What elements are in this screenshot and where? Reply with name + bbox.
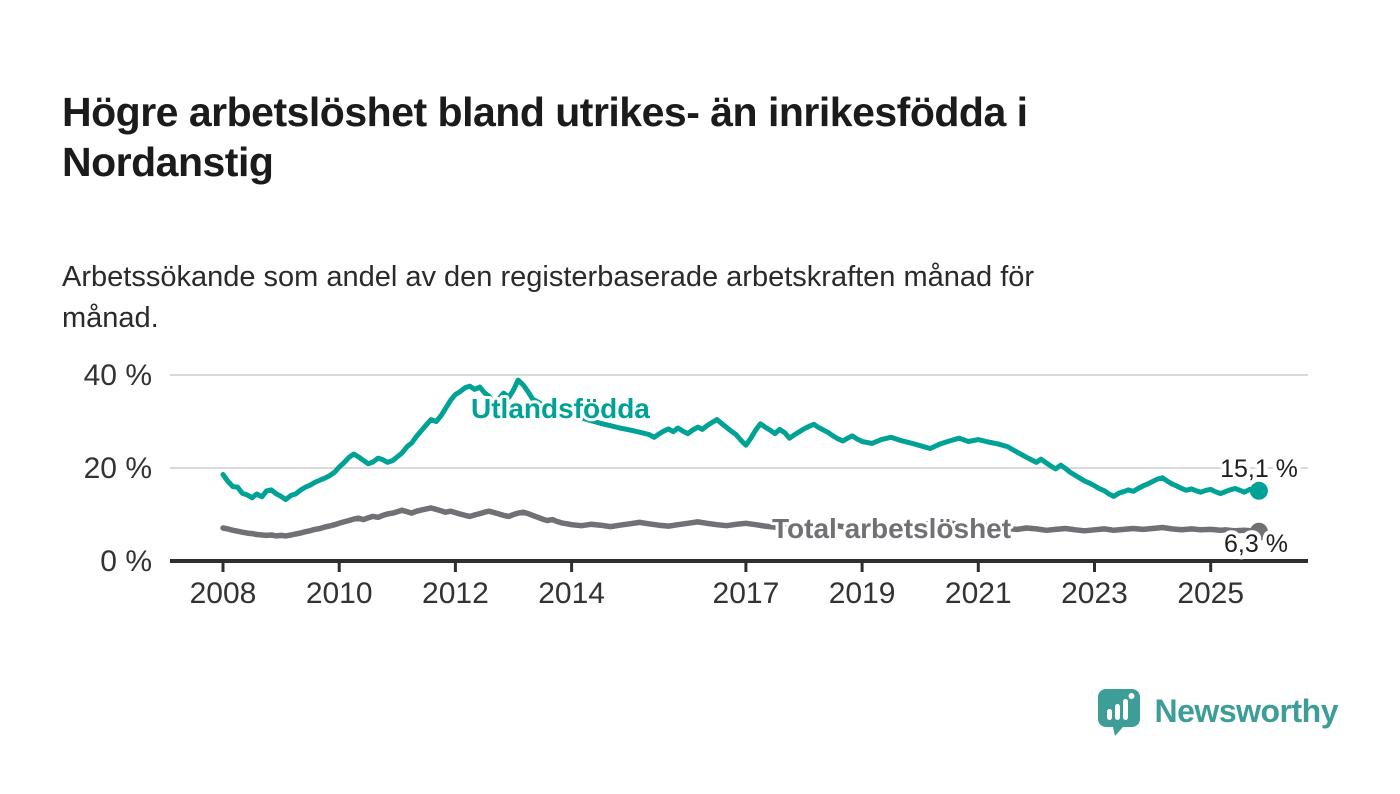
series-line-0	[220, 377, 1262, 503]
series-end-dot-1	[1249, 522, 1268, 541]
x-axis-tick-label: 2012	[422, 577, 489, 610]
series-end-dot-0	[1249, 481, 1268, 500]
end-value-label-0: 15,1 %	[1220, 455, 1298, 483]
x-axis-tick-label: 2019	[829, 577, 896, 610]
bar-small	[1106, 709, 1112, 720]
bar-tall	[1122, 699, 1128, 720]
series-label-1: Total arbetslöshet	[772, 513, 1011, 544]
x-axis-tick-label: 2023	[1061, 577, 1128, 610]
exclamation-dot	[1128, 693, 1135, 699]
bar-chart-speech-bubble-icon	[1097, 689, 1140, 736]
x-axis-tick-label: 2021	[945, 577, 1012, 610]
bar-medium	[1114, 704, 1120, 720]
x-axis-tick-label: 2025	[1177, 577, 1244, 610]
chart-subtitle: Arbetssökande som andel av den registerb…	[62, 261, 1035, 335]
x-axis-tick-label: 2014	[538, 577, 605, 610]
logo-wordmark: Newsworthy	[1154, 692, 1339, 729]
x-axis-tick-label: 2017	[713, 577, 780, 610]
x-axis-tick-label: 2008	[190, 577, 257, 610]
series-label-0: Utlandsfödda	[471, 393, 650, 424]
newsworthy-logo: Newsworthy	[1095, 686, 1339, 736]
y-axis-tick-label: 0 %	[100, 545, 152, 578]
x-axis-tick-label: 2010	[306, 577, 373, 610]
page-title: Högre arbetslöshet bland utrikes- än inr…	[62, 89, 1028, 186]
series-line-1	[220, 505, 1262, 539]
y-axis-tick-label: 20 %	[84, 452, 152, 485]
end-value-label-1: 6,3 %	[1224, 530, 1288, 558]
y-axis-tick-label: 40 %	[84, 359, 152, 392]
